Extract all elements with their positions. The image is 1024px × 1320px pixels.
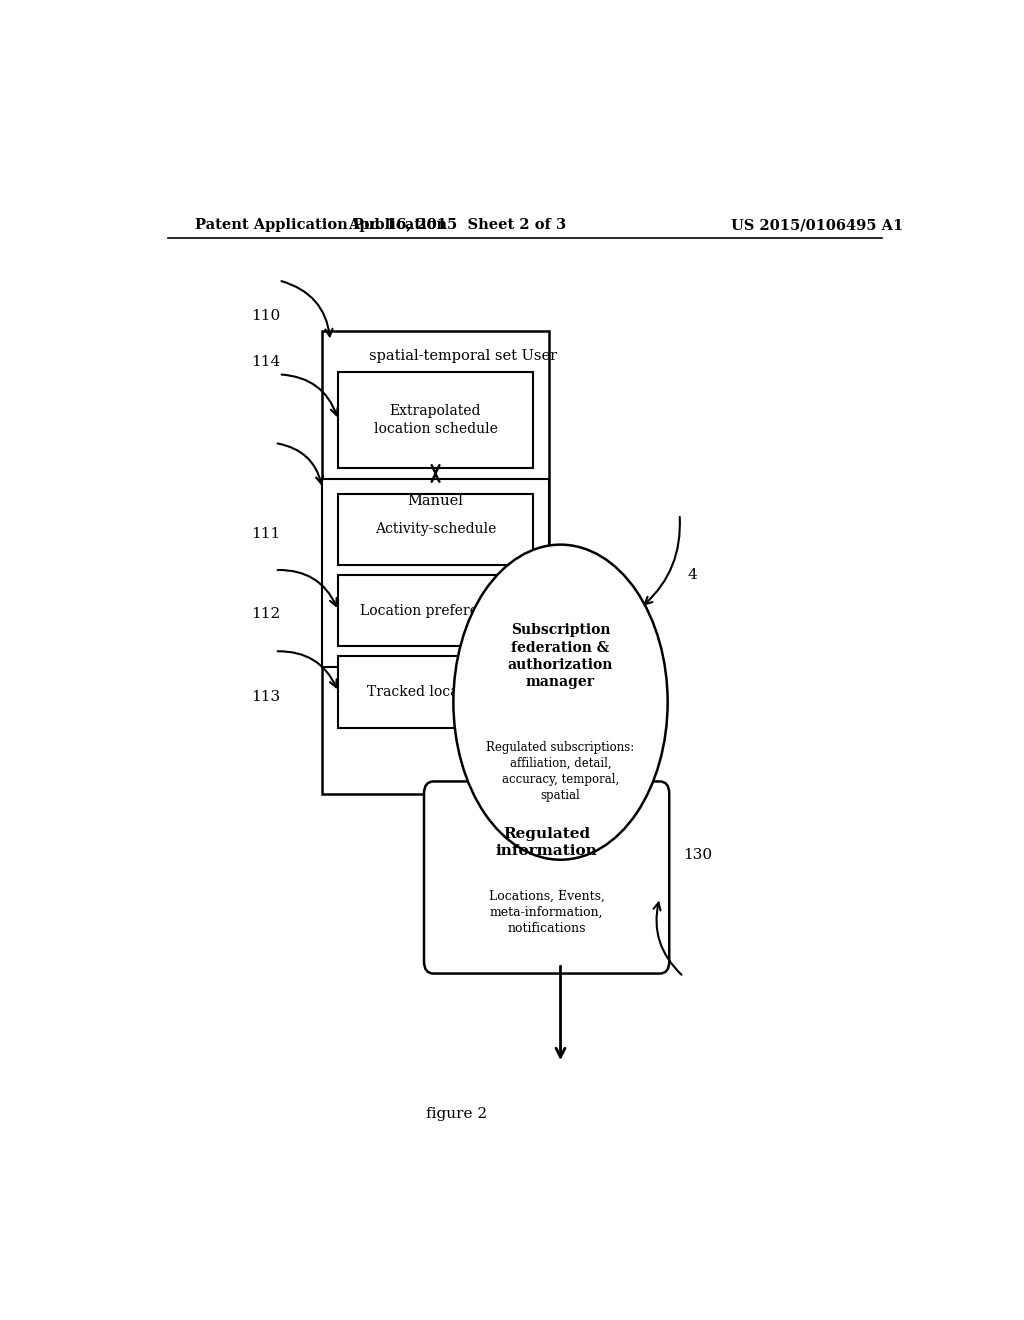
Text: Manuel: Manuel xyxy=(408,494,464,508)
Ellipse shape xyxy=(454,545,668,859)
Text: Subscription
federation &
authorization
manager: Subscription federation & authorization … xyxy=(508,623,613,689)
Text: 114: 114 xyxy=(251,355,281,368)
FancyBboxPatch shape xyxy=(338,372,532,469)
Text: Activity-schedule: Activity-schedule xyxy=(375,523,497,536)
Text: 130: 130 xyxy=(684,847,713,862)
Text: Regulated
information: Regulated information xyxy=(496,826,597,858)
Text: US 2015/0106495 A1: US 2015/0106495 A1 xyxy=(731,219,903,232)
FancyBboxPatch shape xyxy=(323,479,549,667)
Text: Apr. 16, 2015  Sheet 2 of 3: Apr. 16, 2015 Sheet 2 of 3 xyxy=(348,219,566,232)
FancyBboxPatch shape xyxy=(338,656,532,727)
Text: 112: 112 xyxy=(251,607,281,620)
Text: 113: 113 xyxy=(251,690,281,704)
Text: Locations, Events,
meta-information,
notifications: Locations, Events, meta-information, not… xyxy=(488,890,604,935)
Text: 4: 4 xyxy=(687,568,697,582)
FancyBboxPatch shape xyxy=(338,494,532,565)
FancyBboxPatch shape xyxy=(424,781,670,974)
Text: Patent Application Publication: Patent Application Publication xyxy=(196,219,447,232)
Text: Regulated subscriptions:
affiliation, detail,
accuracy, temporal,
spatial: Regulated subscriptions: affiliation, de… xyxy=(486,741,635,801)
Text: figure 2: figure 2 xyxy=(426,1106,486,1121)
Text: 110: 110 xyxy=(251,309,281,323)
Text: 111: 111 xyxy=(251,528,281,541)
Text: Extrapolated
location schedule: Extrapolated location schedule xyxy=(374,404,498,437)
Text: Tracked location(s): Tracked location(s) xyxy=(368,685,504,700)
Text: spatial-temporal set User: spatial-temporal set User xyxy=(369,350,557,363)
Text: Location preferences: Location preferences xyxy=(360,603,511,618)
FancyBboxPatch shape xyxy=(323,331,549,793)
FancyBboxPatch shape xyxy=(338,576,532,647)
